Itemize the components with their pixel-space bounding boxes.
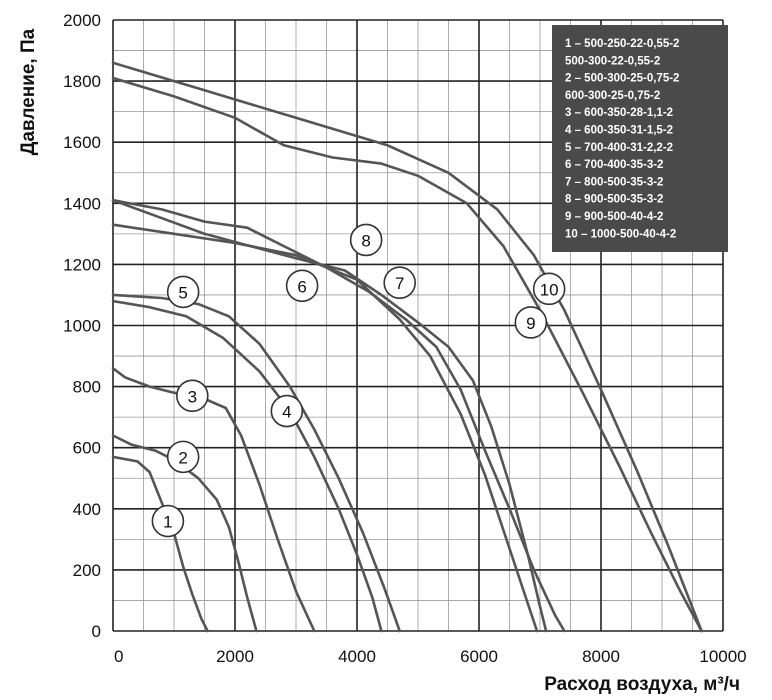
- series-marker-2: [166, 440, 200, 474]
- series-marker-label-3: 3: [188, 387, 197, 406]
- legend-entry: 1 – 500-250-22-0,55-2: [565, 38, 679, 50]
- series-marker-7: [383, 266, 417, 300]
- x-tick-label: 8000: [582, 647, 620, 666]
- series-marker-label-4: 4: [282, 403, 291, 422]
- series-marker-label-8: 8: [361, 231, 370, 250]
- x-tick-label: 4000: [338, 647, 376, 666]
- y-tick-label: 1400: [63, 194, 101, 213]
- x-tick-label: 0: [114, 647, 123, 666]
- legend-entry: 6 – 700-400-35-3-2: [565, 159, 663, 171]
- series-marker-label-2: 2: [178, 448, 187, 467]
- series-marker-label-7: 7: [395, 274, 404, 293]
- series-line-1: [111, 455, 209, 633]
- series-line-2: [111, 434, 258, 633]
- y-tick-label: 600: [73, 439, 101, 458]
- series-line-8: [111, 198, 548, 633]
- series-marker-label-5: 5: [178, 283, 187, 302]
- y-tick-label: 400: [73, 500, 101, 519]
- legend-entry: 3 – 600-350-28-1,1-2: [565, 107, 673, 119]
- y-tick-label: 1200: [63, 255, 101, 274]
- series-line-3: [111, 367, 316, 633]
- series-marker-1: [151, 504, 185, 538]
- series-marker-9: [514, 306, 548, 339]
- legend-entry: 9 – 900-500-40-4-2: [565, 211, 663, 223]
- series-line-4: [111, 299, 383, 633]
- legend-entry: 7 – 800-500-35-3-2: [565, 176, 663, 188]
- x-tick-label: 6000: [460, 647, 498, 666]
- series-marker-6: [285, 269, 319, 303]
- x-tick-labels: 0 2000 4000 6000 8000 10000: [114, 647, 747, 666]
- series-marker-8: [349, 223, 383, 257]
- legend-box: [552, 25, 728, 252]
- legend-items: 1 – 500-250-22-0,55-2 500-300-22-0,55-2 2 …: [565, 38, 679, 240]
- legend-entry: 5 – 700-400-31-2,2-2: [565, 142, 673, 154]
- x-tick-label: 10000: [699, 647, 746, 666]
- legend-entry: 10 – 1000-500-40-4-2: [565, 228, 676, 240]
- y-axis-title: Давление, Па: [18, 28, 39, 155]
- legend-entry: 2 – 500-300-25-0,75-2: [565, 73, 679, 85]
- y-tick-label: 1600: [63, 133, 101, 152]
- legend-entry: 600-300-25-0,75-2: [565, 90, 660, 102]
- y-tick-label: 800: [73, 378, 101, 397]
- series-line-9: [111, 76, 703, 633]
- series-marker-label-9: 9: [526, 314, 535, 333]
- y-tick-label: 2000: [63, 11, 101, 30]
- y-tick-label: 0: [92, 622, 101, 641]
- series-marker-4: [270, 394, 304, 428]
- legend: 1 – 500-250-22-0,55-2 500-300-22-0,55-2 2 …: [552, 25, 728, 252]
- x-axis-title: Расход воздуха, м³/ч: [544, 674, 740, 695]
- y-tick-label: 1000: [63, 317, 101, 336]
- series-marker-label-6: 6: [297, 277, 306, 296]
- series-line-10: [111, 61, 703, 633]
- series-marker-label-10: 10: [540, 280, 559, 299]
- series-markers: 1 2 3 4 5 6 7 8 9 10: [151, 223, 566, 538]
- legend-entry: 500-300-22-0,55-2: [565, 55, 660, 67]
- series-marker-3: [176, 379, 209, 413]
- legend-entry: 4 – 600-350-31-1,5-2: [565, 125, 673, 137]
- x-tick-label: 2000: [216, 647, 254, 666]
- series-line-6: [111, 223, 539, 633]
- major-grid: [112, 19, 724, 632]
- legend-entry: 8 – 900-500-35-3-2: [565, 194, 663, 206]
- series-marker-10: [532, 272, 566, 306]
- series-marker-5: [166, 275, 200, 309]
- series-marker-label-1: 1: [163, 513, 172, 532]
- y-tick-label: 1800: [63, 72, 101, 91]
- y-tick-label: 200: [73, 561, 101, 580]
- y-tick-labels: 0 200 400 600 800 1000 1200 1400 1600 1800 2000: [63, 11, 101, 641]
